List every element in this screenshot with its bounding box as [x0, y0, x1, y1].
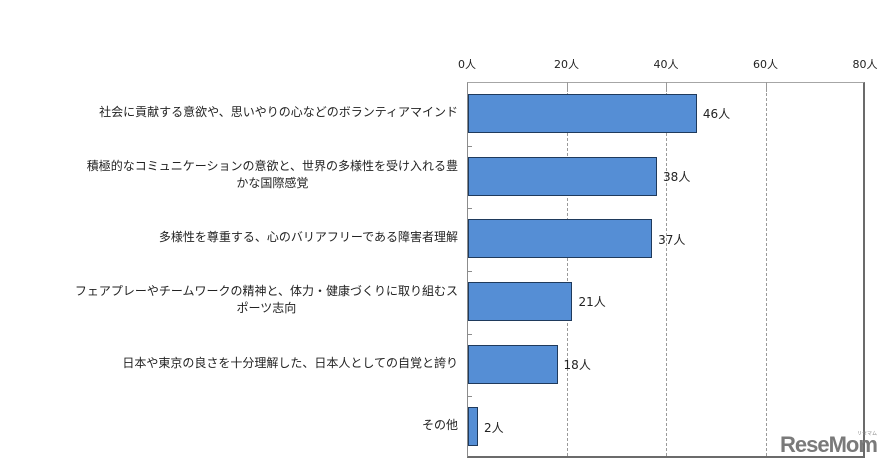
category-label: 多様性を尊重する、心のバリアフリーである障害者理解: [159, 229, 458, 246]
category-label: フェアプレーやチームワークの精神と、体力・健康づくりに取り組むス ポーツ志向: [75, 283, 458, 317]
gridline: [566, 83, 568, 456]
gridline: [666, 83, 667, 456]
x-axis-tick-mark: [765, 82, 767, 92]
bar-value-label: 38人: [663, 170, 691, 184]
category-label: 積極的なコミュニケーションの意欲と、世界の多様性を受け入れる豊 かな国際感覚: [87, 158, 458, 192]
resemom-logo-sub: リセマム: [857, 431, 878, 437]
x-axis-tick-mark: [666, 82, 667, 92]
bar-value-label: 46人: [702, 107, 731, 122]
x-axis-tick-mark: [566, 82, 568, 92]
category-label-line: その他: [421, 418, 458, 433]
y-axis-tick-mark: [467, 208, 472, 210]
y-axis-tick-mark: [467, 333, 472, 335]
category-label: 社会に貢献する意欲や、思いやりの心などのボランティアマインド: [99, 104, 458, 121]
bar-value-label: 18人: [563, 358, 591, 372]
category-label-line: 日本や東京の良さを十分理解した、日本人としての自覚と誇り: [122, 355, 458, 370]
y-axis-tick-mark: [467, 271, 472, 272]
y-axis-tick-mark: [467, 396, 472, 398]
category-label-line: フェアプレーやチームワークの精神と、体力・健康づくりに取り組むス: [74, 284, 458, 299]
x-tick-label: 20人: [554, 58, 579, 71]
bar: [468, 407, 478, 447]
category-label-line: 社会に貢献する意欲や、思いやりの心などのボランティアマインド: [99, 104, 458, 119]
x-tick-label: 80人: [852, 58, 878, 71]
bar-value-label: 37人: [658, 232, 686, 247]
x-tick-label: 40人: [653, 58, 679, 71]
bar-value-label: 2人: [483, 420, 504, 435]
plot-area: 46人 38人 37人 21人 18人 2人: [467, 82, 865, 458]
x-tick-label: 0人: [458, 58, 476, 71]
category-label: その他: [422, 417, 458, 434]
category-label-line: 積極的なコミュニケーションの意欲と、世界の多様性を受け入れる豊: [86, 159, 458, 173]
y-axis-tick-mark: [467, 145, 472, 147]
bar: [468, 281, 573, 321]
bar-value-label: 21人: [578, 295, 606, 310]
resemom-logo: ReseMom: [780, 432, 878, 457]
bar: [468, 93, 697, 133]
category-label: 日本や東京の良さを十分理解した、日本人としての自覚と誇り: [122, 355, 458, 372]
category-label-line: ポーツ志向: [236, 301, 297, 316]
x-tick-label: 60人: [753, 58, 778, 71]
category-label-line: かな国際感覚: [236, 176, 309, 190]
bar: [468, 219, 653, 259]
bar: [468, 344, 558, 384]
category-label-line: 多様性を尊重する、心のバリアフリーである障害者理解: [158, 230, 458, 245]
bar: [468, 156, 658, 196]
gridline: [765, 83, 767, 456]
